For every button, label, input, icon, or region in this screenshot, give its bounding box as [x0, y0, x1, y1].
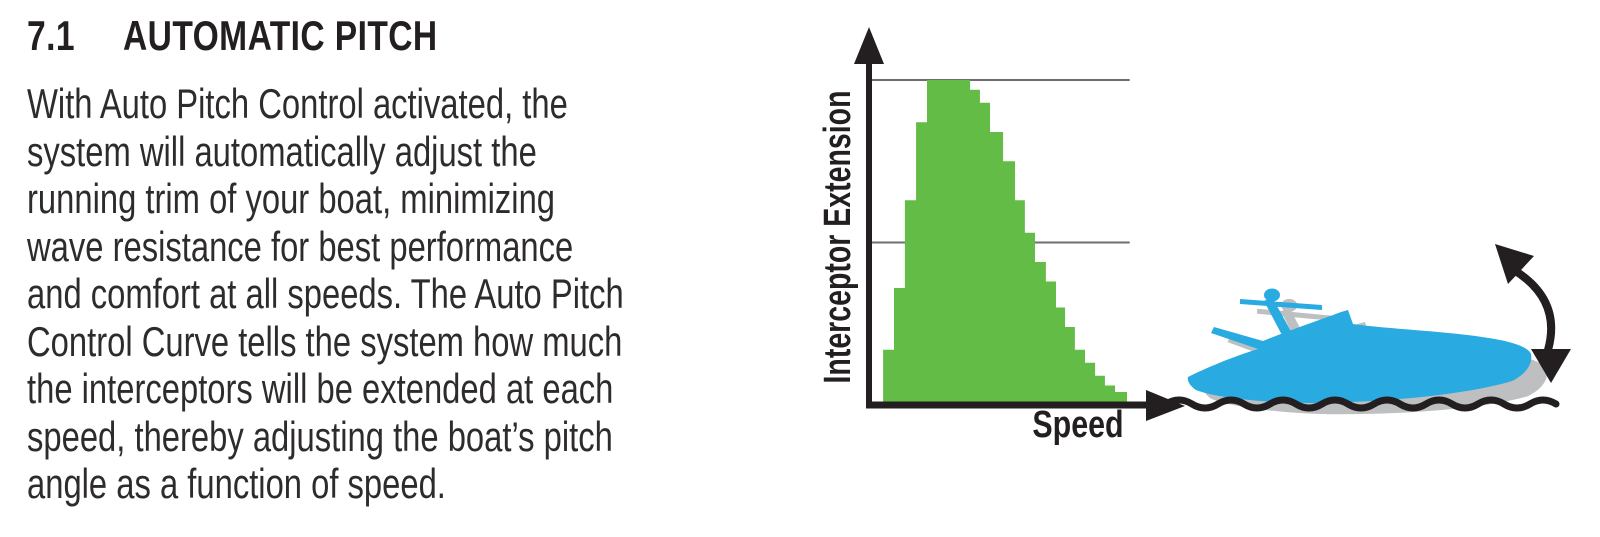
y-axis-label: Interceptor Extension	[816, 90, 859, 384]
section-number: 7.1	[27, 12, 75, 59]
extension-step-curve	[883, 80, 1128, 405]
pitch-double-arrow	[1495, 244, 1571, 383]
section-heading: 7.1 AUTOMATIC PITCH	[27, 12, 516, 60]
waterline-wave	[1162, 396, 1560, 412]
section-title: AUTOMATIC PITCH	[122, 12, 438, 59]
pitch-arrow-arc	[1511, 266, 1556, 352]
pitch-arrow-head-down-icon	[1531, 349, 1571, 383]
y-axis-arrow-icon	[854, 27, 884, 64]
x-axis-label: Speed	[1032, 404, 1124, 446]
boat-illustration	[1162, 244, 1571, 419]
pitch-arrow-head-up-icon	[1495, 244, 1534, 284]
pitch-control-curve-chart	[871, 79, 1130, 405]
section-body: With Auto Pitch Control activated, the s…	[27, 80, 624, 507]
